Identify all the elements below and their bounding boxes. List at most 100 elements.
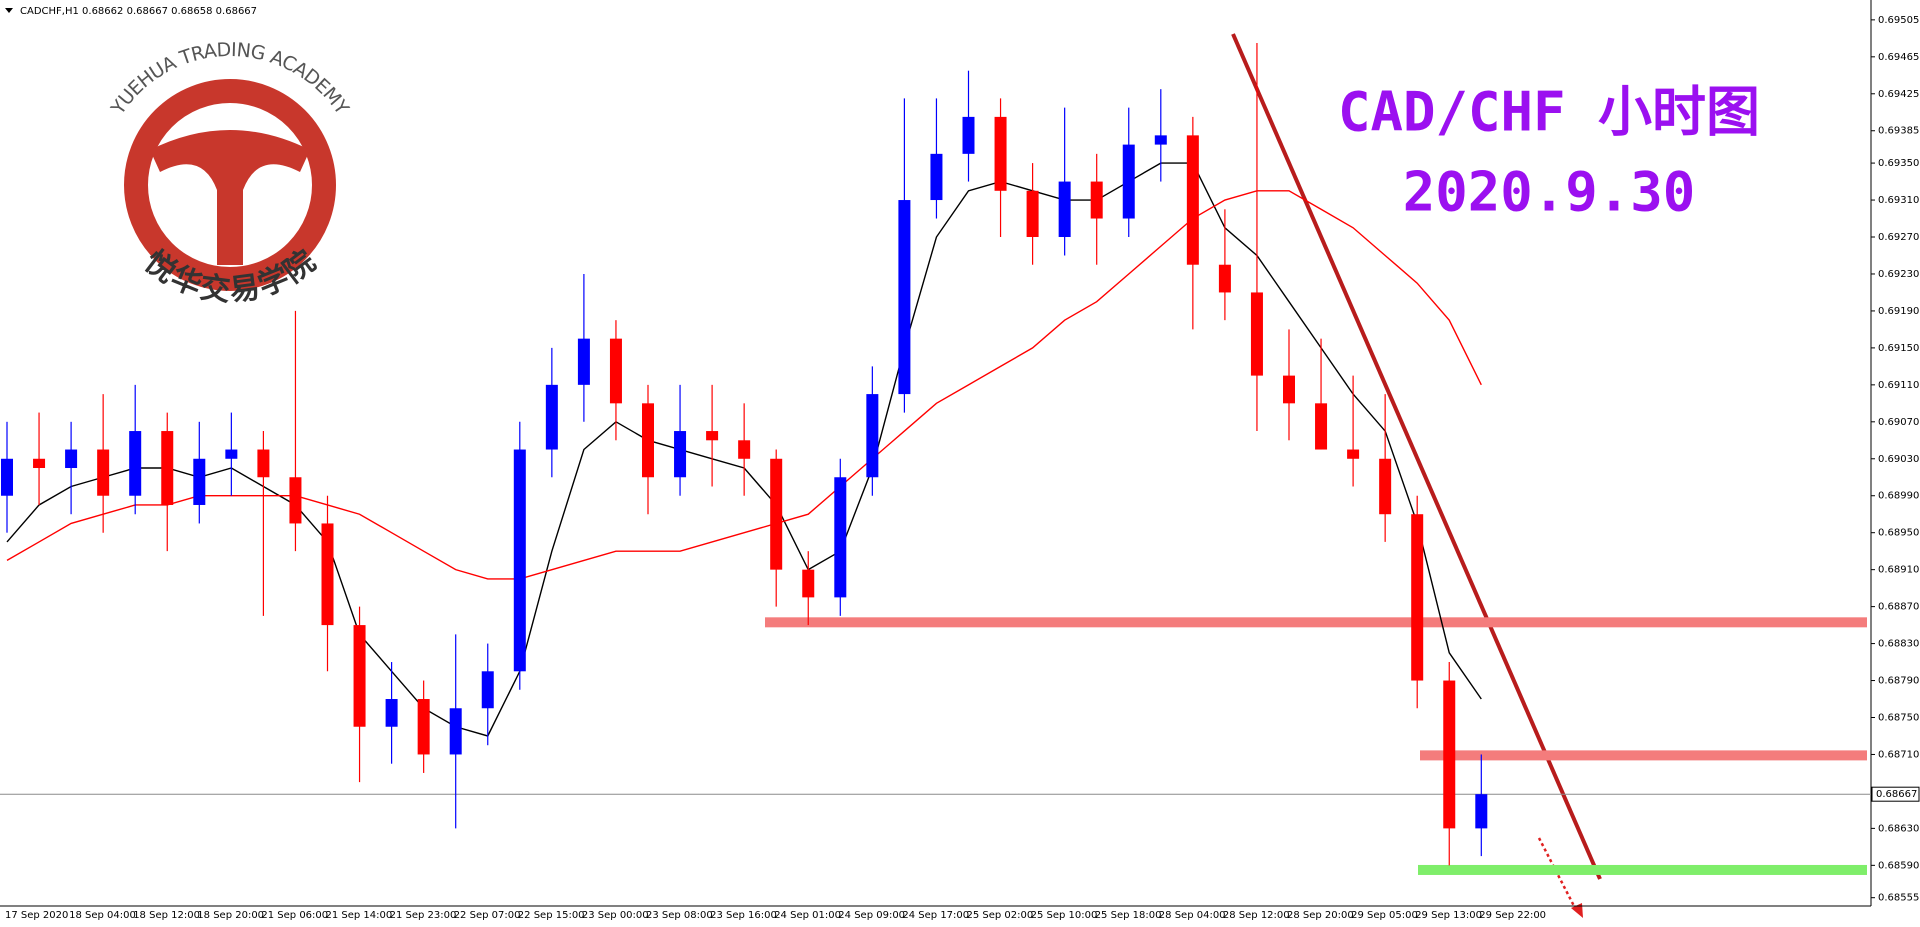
y-tick-label: 0.68790 [1878, 676, 1919, 687]
candle-body [1250, 292, 1263, 376]
y-tick-label: 0.68710 [1878, 749, 1919, 760]
candle-body [481, 671, 494, 709]
y-tick-label: 0.69110 [1878, 380, 1919, 391]
y-tick-label: 0.68750 [1878, 712, 1919, 723]
trend-line [1231, 33, 1602, 880]
candle-body [674, 431, 687, 478]
level-zone [1420, 750, 1867, 761]
y-tick-label: 0.69310 [1878, 195, 1919, 206]
level-zone [765, 617, 1867, 628]
logo-symbol [150, 130, 310, 265]
candle-body [642, 403, 654, 478]
y-tick-label: 0.69030 [1878, 454, 1919, 465]
candle-body [770, 458, 783, 570]
x-tick-label: 18 Sep 12:00 [133, 910, 200, 921]
x-tick-label: 25 Sep 10:00 [1031, 910, 1098, 921]
current-price-box [1871, 786, 1920, 802]
x-tick-label: 18 Sep 20:00 [197, 910, 264, 921]
y-tick-label: 0.68830 [1878, 639, 1919, 650]
candle-body [1090, 181, 1103, 219]
x-tick-label: 22 Sep 07:00 [454, 910, 521, 921]
y-tick-label: 0.69230 [1878, 269, 1919, 280]
candle-body [1218, 264, 1231, 293]
x-tick-label: 18 Sep 04:00 [69, 910, 136, 921]
candle-body [161, 431, 174, 505]
candle-body [1411, 514, 1424, 681]
x-tick-label: 21 Sep 14:00 [326, 910, 393, 921]
candle-body [193, 458, 206, 505]
y-tick-label: 0.68950 [1878, 528, 1919, 539]
x-tick-label: 24 Sep 09:00 [838, 910, 905, 921]
projection-arrow-head [1571, 903, 1583, 918]
candle-body [1347, 449, 1360, 459]
candle-body [417, 699, 430, 755]
x-tick-label: 29 Sep 22:00 [1479, 910, 1546, 921]
logo-ring [124, 79, 336, 291]
y-tick-label: 0.69070 [1878, 417, 1919, 428]
x-tick-label: 29 Sep 13:00 [1415, 910, 1482, 921]
candle-body [994, 116, 1007, 191]
x-tick-label: 23 Sep 16:00 [710, 910, 777, 921]
readout-low: 0.68658 [171, 6, 212, 17]
x-tick-label: 21 Sep 23:00 [390, 910, 457, 921]
candle-body [1283, 375, 1295, 404]
candle-body [1475, 794, 1488, 829]
x-tick-label: 24 Sep 17:00 [902, 910, 969, 921]
candle-body [257, 449, 270, 478]
x-tick-label: 17 Sep 2020 [5, 910, 68, 921]
x-tick-label: 29 Sep 05:00 [1351, 910, 1418, 921]
candle-body [513, 449, 526, 672]
symbol-label: CADCHF,H1 [20, 6, 79, 17]
y-tick-label: 0.68555 [1878, 893, 1919, 904]
candle-body [834, 477, 847, 598]
moving-average [6, 190, 1482, 580]
candle-body [802, 569, 815, 598]
candle-body [930, 153, 943, 201]
y-tick-label: 0.69385 [1878, 126, 1919, 137]
x-tick-label: 24 Sep 01:00 [774, 910, 841, 921]
x-tick-label: 28 Sep 04:00 [1159, 910, 1226, 921]
candle-body [1122, 144, 1135, 219]
y-tick-label: 0.69505 [1878, 15, 1919, 26]
candle-body [609, 338, 622, 404]
y-tick-label: 0.68910 [1878, 565, 1919, 576]
candle-body [65, 449, 78, 469]
candle-body [97, 449, 110, 496]
candle-body [545, 384, 558, 450]
candle-body [1, 458, 13, 496]
y-tick-label: 0.69465 [1878, 52, 1919, 63]
candle-body [1026, 190, 1039, 238]
chart-subtitle: 2020.9.30 [1403, 161, 1696, 224]
current-price-label: 0.68667 [1876, 789, 1917, 800]
candle-body [1058, 181, 1071, 238]
y-tick-label: 0.69190 [1878, 306, 1919, 317]
candle-body [1154, 135, 1167, 145]
y-tick-label: 0.69425 [1878, 89, 1919, 100]
y-tick-label: 0.69350 [1878, 158, 1919, 169]
candle-body [962, 116, 975, 154]
y-tick-label: 0.68990 [1878, 491, 1919, 502]
x-tick-label: 22 Sep 15:00 [518, 910, 585, 921]
candle-body [449, 708, 462, 755]
y-tick-label: 0.68590 [1878, 860, 1919, 871]
candle-body [225, 449, 238, 459]
menu-triangle [5, 8, 13, 13]
candle-body [738, 440, 751, 459]
y-tick-label: 0.68630 [1878, 823, 1919, 834]
x-tick-label: 23 Sep 00:00 [582, 910, 649, 921]
x-tick-label: 25 Sep 18:00 [1095, 910, 1162, 921]
candle-body [866, 394, 879, 478]
candle-body [1186, 135, 1199, 265]
candle-body [706, 431, 719, 441]
y-tick-label: 0.69270 [1878, 232, 1919, 243]
level-zone [1418, 864, 1867, 875]
readout-high: 0.68667 [127, 6, 168, 17]
candle-body [577, 338, 590, 385]
candle-body [353, 625, 366, 727]
candle-body [898, 200, 911, 395]
x-tick-label: 28 Sep 12:00 [1223, 910, 1290, 921]
candle-body [321, 523, 334, 626]
candle-body [129, 431, 142, 496]
x-tick-label: 21 Sep 06:00 [261, 910, 328, 921]
